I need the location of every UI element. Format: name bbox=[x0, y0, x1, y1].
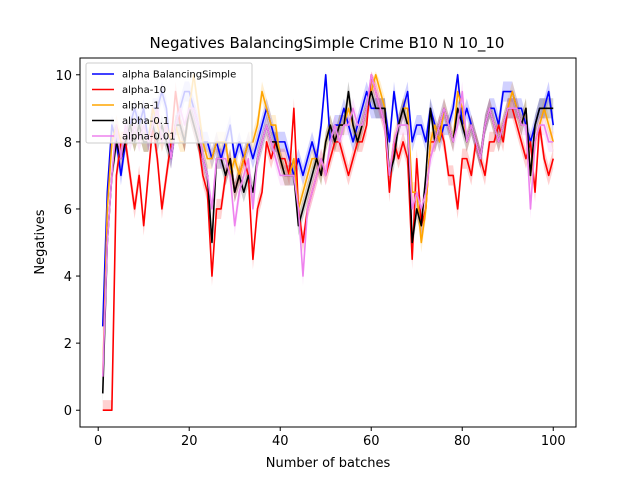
legend-box bbox=[85, 62, 253, 144]
plot-frame bbox=[79, 57, 577, 428]
series-band-3 bbox=[102, 81, 554, 404]
y-tick-label: 8 bbox=[64, 136, 72, 151]
y-tick-label: 0 bbox=[64, 404, 72, 419]
x-tick-label: 20 bbox=[181, 434, 198, 449]
chart-title: Negatives BalancingSimple Crime B10 N 10… bbox=[150, 34, 505, 53]
y-tick-label: 6 bbox=[64, 203, 72, 218]
x-tick-label: 60 bbox=[363, 434, 380, 449]
x-axis-label: Number of batches bbox=[266, 456, 391, 471]
legend-label-2: alpha-1 bbox=[122, 101, 160, 112]
series-band-4 bbox=[102, 71, 554, 387]
legend-label-0: alpha BalancingSimple bbox=[122, 70, 236, 81]
x-tick-label: 0 bbox=[94, 434, 102, 449]
y-tick-label: 4 bbox=[64, 270, 72, 285]
y-axis-label: Negatives bbox=[33, 209, 48, 274]
series-band-2 bbox=[102, 71, 554, 387]
y-axis: 0 2 4 6 8 10 bbox=[55, 69, 80, 419]
x-axis: 0 20 40 60 80 100 bbox=[94, 427, 566, 449]
legend-label-4: alpha-0.01 bbox=[122, 132, 176, 143]
y-tick-label: 10 bbox=[55, 69, 72, 84]
legend-label-3: alpha-0.1 bbox=[122, 116, 169, 127]
x-tick-label: 80 bbox=[454, 434, 471, 449]
x-tick-label: 100 bbox=[541, 434, 566, 449]
legend-label-1: alpha-10 bbox=[122, 85, 166, 96]
legend: alpha BalancingSimple alpha-10 alpha-1 alph… bbox=[85, 62, 253, 144]
y-tick-label: 2 bbox=[64, 337, 72, 352]
x-tick-label: 40 bbox=[272, 434, 289, 449]
